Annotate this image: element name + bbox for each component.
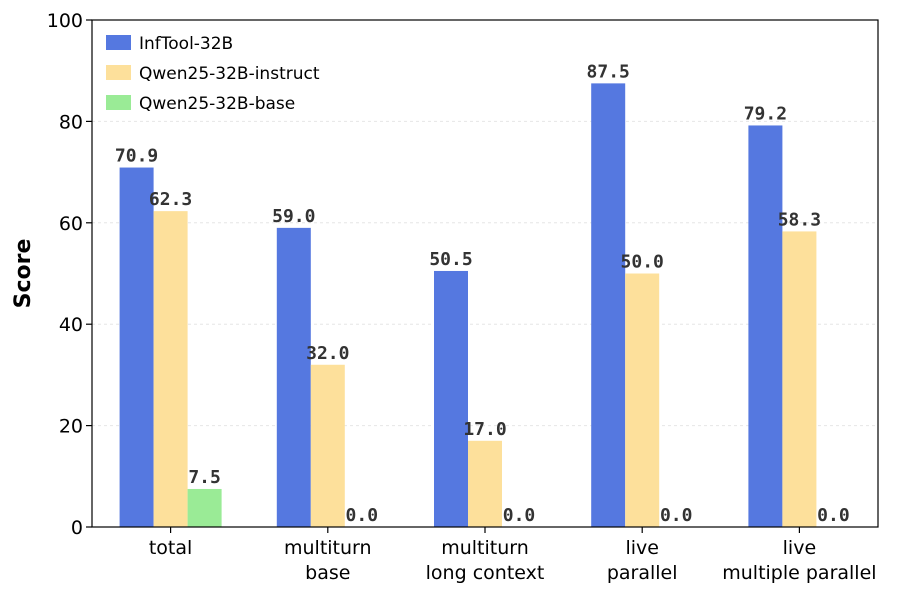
bar-qwen25-32b-instruct (782, 231, 817, 527)
x-tick-label: multiturn (441, 537, 529, 559)
legend-swatch (106, 95, 131, 110)
data-label: 0.0 (346, 505, 379, 526)
x-tick-label: multiple parallel (722, 562, 876, 584)
x-tick-label: long context (426, 562, 545, 584)
legend-swatch (106, 35, 131, 50)
data-label: 79.2 (744, 103, 787, 124)
bar-inftool-32b (119, 167, 154, 528)
bar-qwen25-32b-base (187, 488, 222, 527)
legend-label: Qwen25-32B-instruct (139, 64, 320, 84)
data-label: 58.3 (778, 209, 821, 230)
data-label: 17.0 (463, 419, 506, 440)
x-tick-label: live (625, 537, 659, 559)
data-label: 0.0 (503, 505, 536, 526)
bar-inftool-32b (434, 270, 468, 527)
bar-qwen25-32b-instruct (310, 364, 345, 527)
bar-inftool-32b (591, 83, 626, 527)
y-tick-label: 60 (59, 213, 83, 235)
bars (119, 83, 817, 528)
y-tick-label: 0 (71, 517, 83, 539)
x-tick-label: total (149, 537, 192, 559)
data-label: 32.0 (306, 343, 349, 364)
data-label: 59.0 (272, 206, 315, 227)
bar-inftool-32b (276, 227, 311, 527)
data-label: 0.0 (817, 505, 850, 526)
legend-label: Qwen25-32B-base (139, 94, 295, 114)
data-label: 62.3 (149, 189, 192, 210)
bar-qwen25-32b-instruct (468, 440, 502, 527)
legend-label: InfTool-32B (139, 34, 233, 54)
data-label: 0.0 (660, 505, 693, 526)
data-label: 50.5 (429, 249, 472, 270)
y-tick-label: 40 (59, 314, 83, 336)
data-label: 70.9 (115, 146, 158, 167)
value-labels: 70.9 62.3 7.5 59.0 32.0 0.0 50.5 17.0 0.0 87.5 50.… (115, 61, 850, 526)
y-axis-label: Score (11, 239, 36, 309)
y-tick-label: 20 (59, 416, 83, 438)
bar-qwen25-32b-instruct (153, 211, 188, 527)
x-tick-label: parallel (607, 562, 678, 584)
legend: InfTool-32B Qwen25-32B-instruct Qwen25-32B… (106, 34, 320, 114)
legend-swatch (106, 65, 131, 80)
data-label: 87.5 (587, 61, 630, 82)
x-tick-label: live (783, 537, 817, 559)
grid (92, 120, 878, 427)
y-tick-label: 100 (47, 10, 83, 32)
x-tick-label: multiturn (284, 537, 372, 559)
y-tick-label: 80 (59, 111, 83, 133)
data-label: 7.5 (188, 467, 221, 488)
x-tick-label: base (305, 562, 350, 584)
y-axis: 0 20 40 60 80 100 (47, 10, 92, 539)
x-axis: total multiturn base multiturn long context l… (149, 527, 877, 584)
data-label: 50.0 (621, 252, 664, 273)
bar-qwen25-32b-instruct (625, 273, 660, 527)
bar-inftool-32b (748, 125, 783, 528)
